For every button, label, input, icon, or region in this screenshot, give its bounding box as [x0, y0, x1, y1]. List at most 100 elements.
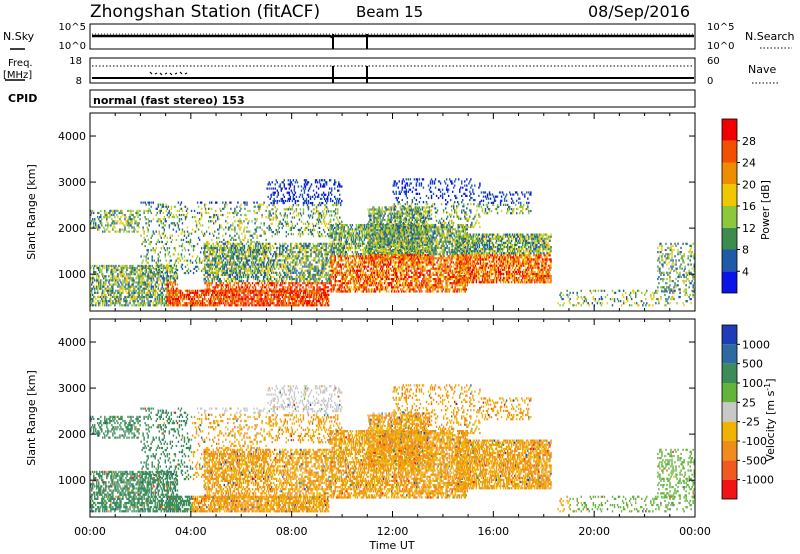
- power-cell: [192, 245, 195, 248]
- power-cell: [250, 257, 253, 260]
- power-cell: [258, 257, 261, 260]
- power-cell: [111, 213, 113, 217]
- power-cell: [294, 263, 296, 266]
- power-cell: [109, 297, 111, 301]
- power-cell: [254, 269, 257, 272]
- power-cell: [332, 275, 334, 279]
- power-cell: [241, 282, 244, 285]
- power-cell: [154, 304, 156, 307]
- power-cell: [304, 255, 306, 258]
- power-cell: [162, 232, 165, 235]
- power-cell: [101, 222, 103, 225]
- power-cell: [110, 291, 112, 294]
- power-cell: [215, 269, 217, 272]
- power-cell: [330, 263, 332, 266]
- power-cell: [150, 240, 152, 244]
- power-cell: [112, 302, 114, 305]
- power-cell: [200, 207, 203, 210]
- power-cell: [276, 201, 278, 205]
- power-cell: [160, 222, 162, 225]
- power-cell: [257, 282, 260, 285]
- power-cell: [228, 246, 231, 250]
- power-cell: [325, 244, 327, 247]
- power-cell: [133, 300, 135, 303]
- power-cell: [94, 285, 96, 288]
- power-cell: [207, 226, 210, 229]
- power-cell: [224, 297, 226, 301]
- power-cell: [283, 248, 285, 252]
- power-cell: [243, 228, 245, 231]
- power-cell: [191, 255, 194, 258]
- power-cell: [110, 213, 112, 217]
- power-cell: [144, 275, 146, 278]
- power-cell: [231, 236, 233, 239]
- power-cell: [311, 222, 314, 225]
- power-cell: [270, 302, 272, 305]
- power-cell: [217, 218, 219, 221]
- power-cell: [318, 242, 320, 245]
- power-cell: [324, 263, 326, 266]
- power-cell: [247, 295, 249, 299]
- power-cell: [252, 251, 255, 254]
- power-cell: [321, 288, 323, 291]
- power-cell: [147, 261, 149, 264]
- power-cell: [213, 293, 215, 297]
- power-cell: [214, 261, 216, 264]
- power-cell: [319, 289, 322, 292]
- power-cell: [316, 304, 319, 307]
- power-cell: [142, 295, 144, 299]
- power-cell: [230, 267, 233, 270]
- power-cell: [142, 265, 144, 268]
- power-cell: [95, 291, 97, 294]
- power-cell: [165, 209, 168, 212]
- power-cell: [333, 246, 335, 250]
- power-cell: [188, 295, 191, 299]
- power-cell: [259, 205, 261, 208]
- power-cell: [251, 290, 254, 293]
- power-cell: [181, 249, 184, 252]
- power-cell: [274, 295, 276, 299]
- power-cell: [96, 277, 98, 280]
- power-cell: [132, 297, 134, 301]
- power-cell: [181, 291, 184, 294]
- power-cell: [272, 259, 274, 262]
- power-cell: [271, 291, 273, 294]
- power-cell: [137, 283, 139, 286]
- power-cell: [121, 283, 123, 286]
- power-cell: [128, 273, 130, 276]
- power-cell: [242, 238, 244, 242]
- power-cell: [158, 300, 160, 303]
- power-cell: [272, 300, 274, 303]
- power-cell: [254, 232, 256, 235]
- power-cell: [162, 266, 165, 270]
- power-cell: [329, 269, 331, 272]
- power-cell: [293, 271, 295, 274]
- power-cell: [329, 220, 332, 223]
- power-cell: [263, 302, 265, 305]
- power-cell: [309, 228, 312, 232]
- power-cell: [238, 257, 241, 260]
- power-cell: [296, 282, 298, 285]
- power-cell: [294, 282, 296, 285]
- power-cell: [277, 259, 279, 262]
- power-cell: [209, 265, 211, 268]
- power-cell: [134, 295, 136, 299]
- power-cell: [294, 290, 296, 293]
- power-cell: [288, 253, 290, 256]
- power-cell: [207, 265, 209, 268]
- power-cell: [114, 222, 116, 225]
- power-cell: [247, 302, 249, 305]
- power-cell: [299, 302, 302, 305]
- power-cell: [293, 293, 296, 297]
- power-cell: [193, 291, 196, 294]
- power-cell: [259, 273, 262, 277]
- power-cell: [93, 211, 95, 215]
- power-cell: [299, 288, 301, 291]
- power-cell: [250, 290, 253, 293]
- power-cell: [317, 289, 320, 292]
- power-cell: [293, 226, 296, 230]
- power-cell: [268, 288, 271, 291]
- power-cell: [225, 286, 228, 289]
- power-cell: [150, 267, 152, 271]
- power-cell: [256, 289, 258, 292]
